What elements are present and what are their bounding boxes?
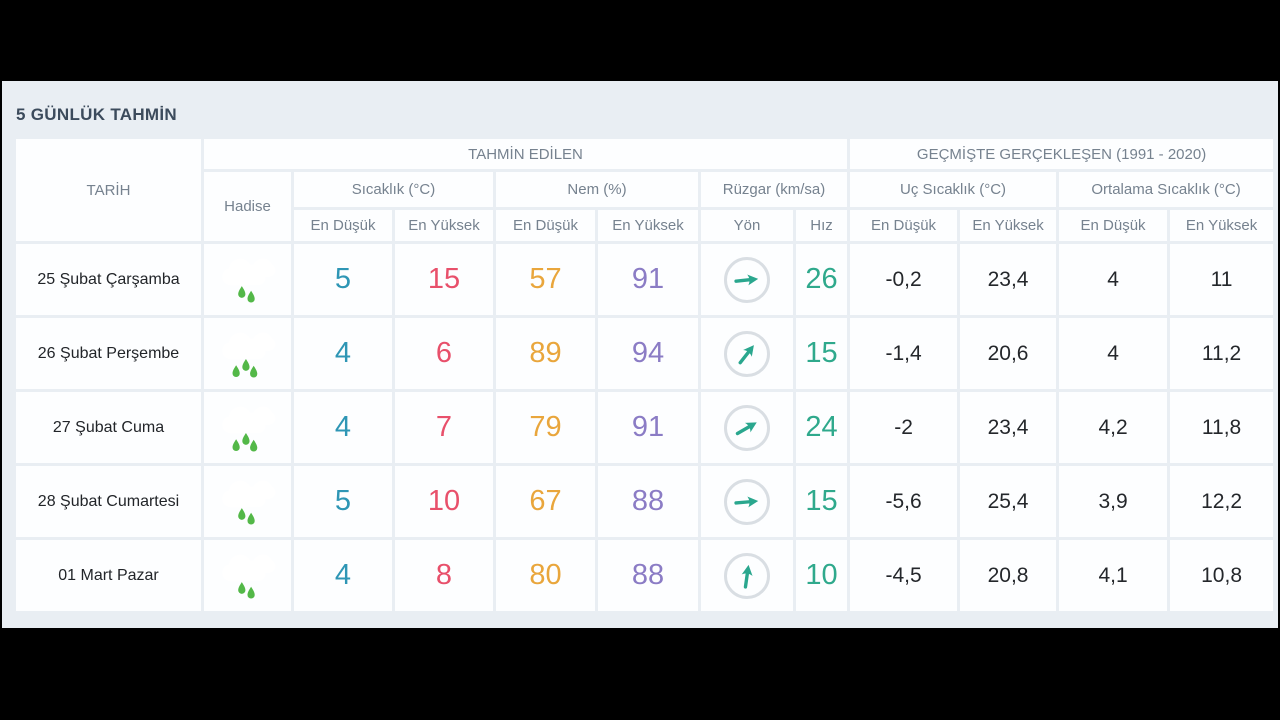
- extreme-min-cell: -1,4: [850, 318, 958, 389]
- temp-min-cell: 5: [294, 466, 392, 537]
- wind-speed-cell: 24: [796, 392, 848, 463]
- weather-event-cell: [204, 466, 291, 537]
- average-max-cell: 10,8: [1170, 540, 1274, 611]
- temp-max-cell: 7: [395, 392, 493, 463]
- column-header-wind: Rüzgar (km/sa): [701, 172, 848, 207]
- rain-cloud-icon: [221, 258, 275, 303]
- weather-event-cell: [204, 392, 291, 463]
- column-header-humidity: Nem (%): [496, 172, 698, 207]
- humidity-min-cell: 67: [496, 466, 595, 537]
- column-header-wind-speed: Hız: [796, 210, 848, 241]
- extreme-min-cell: -4,5: [850, 540, 958, 611]
- average-max-cell: 11,2: [1170, 318, 1274, 389]
- extreme-min-cell: -2: [850, 392, 958, 463]
- extreme-min-cell: -0,2: [850, 244, 958, 315]
- temp-max-cell: 8: [395, 540, 493, 611]
- temp-min-cell: 4: [294, 540, 392, 611]
- humidity-max-cell: 94: [598, 318, 698, 389]
- temp-max-cell: 10: [395, 466, 493, 537]
- forecast-row: 27 Şubat Cuma 4 7 79 91 24: [16, 392, 1274, 463]
- column-header-temp-max: En Yüksek: [395, 210, 493, 241]
- forecast-row: 01 Mart Pazar 4 8 80 88 10: [16, 540, 1274, 611]
- date-cell: 27 Şubat Cuma: [16, 392, 201, 463]
- page-title: 5 GÜNLÜK TAHMİN: [16, 105, 177, 124]
- group-header-forecast: TAHMİN EDİLEN: [204, 139, 848, 169]
- column-header-average-temp: Ortalama Sıcaklık (°C): [1059, 172, 1274, 207]
- wind-direction-icon: [724, 552, 770, 599]
- average-max-cell: 11,8: [1170, 392, 1274, 463]
- temp-min-cell: 4: [294, 392, 392, 463]
- humidity-min-cell: 79: [496, 392, 595, 463]
- wind-direction-cell: [701, 318, 793, 389]
- humidity-max-cell: 88: [598, 540, 698, 611]
- average-min-cell: 4,1: [1059, 540, 1168, 611]
- extreme-min-cell: -5,6: [850, 466, 958, 537]
- average-max-cell: 11: [1170, 244, 1274, 315]
- wind-direction-cell: [701, 540, 793, 611]
- average-min-cell: 4,2: [1059, 392, 1168, 463]
- rain-cloud-icon: [221, 406, 275, 452]
- wind-direction-icon: [724, 478, 770, 525]
- column-header-temperature: Sıcaklık (°C): [294, 172, 493, 207]
- date-cell: 26 Şubat Perşembe: [16, 318, 201, 389]
- extreme-max-cell: 23,4: [960, 392, 1057, 463]
- humidity-max-cell: 91: [598, 244, 698, 315]
- wind-speed-cell: 15: [796, 466, 848, 537]
- wind-direction-icon: [724, 256, 770, 303]
- wind-speed-cell: 26: [796, 244, 848, 315]
- wind-direction-icon: [724, 404, 770, 451]
- forecast-row: 28 Şubat Cumartesi 5 10 67 88: [16, 466, 1274, 537]
- temp-max-cell: 15: [395, 244, 493, 315]
- weather-forecast-panel: 5 GÜNLÜK TAHMİN TARİH TAHMİN EDİLEN GEÇM…: [2, 81, 1278, 628]
- extreme-max-cell: 20,6: [960, 318, 1057, 389]
- group-header-past: GEÇMİŞTE GERÇEKLEŞEN (1991 - 2020): [850, 139, 1274, 169]
- extreme-max-cell: 25,4: [960, 466, 1057, 537]
- column-header-average-max: En Yüksek: [1170, 210, 1274, 241]
- column-header-extreme-min: En Düşük: [850, 210, 958, 241]
- column-header-event: Hadise: [204, 172, 291, 241]
- weather-event-cell: [204, 540, 291, 611]
- average-min-cell: 4: [1059, 244, 1168, 315]
- wind-speed-cell: 10: [796, 540, 848, 611]
- column-header-wind-direction: Yön: [701, 210, 793, 241]
- column-header-humidity-max: En Yüksek: [598, 210, 698, 241]
- weather-event-cell: [204, 244, 291, 315]
- forecast-row: 25 Şubat Çarşamba 5 15 57 91: [16, 244, 1274, 315]
- extreme-max-cell: 20,8: [960, 540, 1057, 611]
- wind-direction-cell: [701, 466, 793, 537]
- forecast-table: TARİH TAHMİN EDİLEN GEÇMİŞTE GERÇEKLEŞEN…: [13, 136, 1276, 614]
- column-header-extreme-max: En Yüksek: [960, 210, 1057, 241]
- date-cell: 28 Şubat Cumartesi: [16, 466, 201, 537]
- date-cell: 25 Şubat Çarşamba: [16, 244, 201, 315]
- average-min-cell: 3,9: [1059, 466, 1168, 537]
- humidity-max-cell: 88: [598, 466, 698, 537]
- column-header-temp-min: En Düşük: [294, 210, 392, 241]
- wind-speed-cell: 15: [796, 318, 848, 389]
- average-max-cell: 12,2: [1170, 466, 1274, 537]
- wind-direction-cell: [701, 244, 793, 315]
- humidity-min-cell: 89: [496, 318, 595, 389]
- humidity-min-cell: 80: [496, 540, 595, 611]
- rain-cloud-icon: [221, 554, 275, 599]
- humidity-min-cell: 57: [496, 244, 595, 315]
- wind-direction-icon: [724, 330, 770, 377]
- temp-min-cell: 5: [294, 244, 392, 315]
- date-cell: 01 Mart Pazar: [16, 540, 201, 611]
- temp-max-cell: 6: [395, 318, 493, 389]
- column-header-date: TARİH: [16, 139, 201, 241]
- extreme-max-cell: 23,4: [960, 244, 1057, 315]
- column-header-average-min: En Düşük: [1059, 210, 1168, 241]
- column-header-extreme-temp: Uç Sıcaklık (°C): [850, 172, 1057, 207]
- column-header-humidity-min: En Düşük: [496, 210, 595, 241]
- rain-cloud-icon: [221, 332, 275, 378]
- rain-cloud-icon: [221, 480, 275, 525]
- forecast-row: 26 Şubat Perşembe 4 6 89 94: [16, 318, 1274, 389]
- humidity-max-cell: 91: [598, 392, 698, 463]
- temp-min-cell: 4: [294, 318, 392, 389]
- wind-direction-cell: [701, 392, 793, 463]
- weather-event-cell: [204, 318, 291, 389]
- average-min-cell: 4: [1059, 318, 1168, 389]
